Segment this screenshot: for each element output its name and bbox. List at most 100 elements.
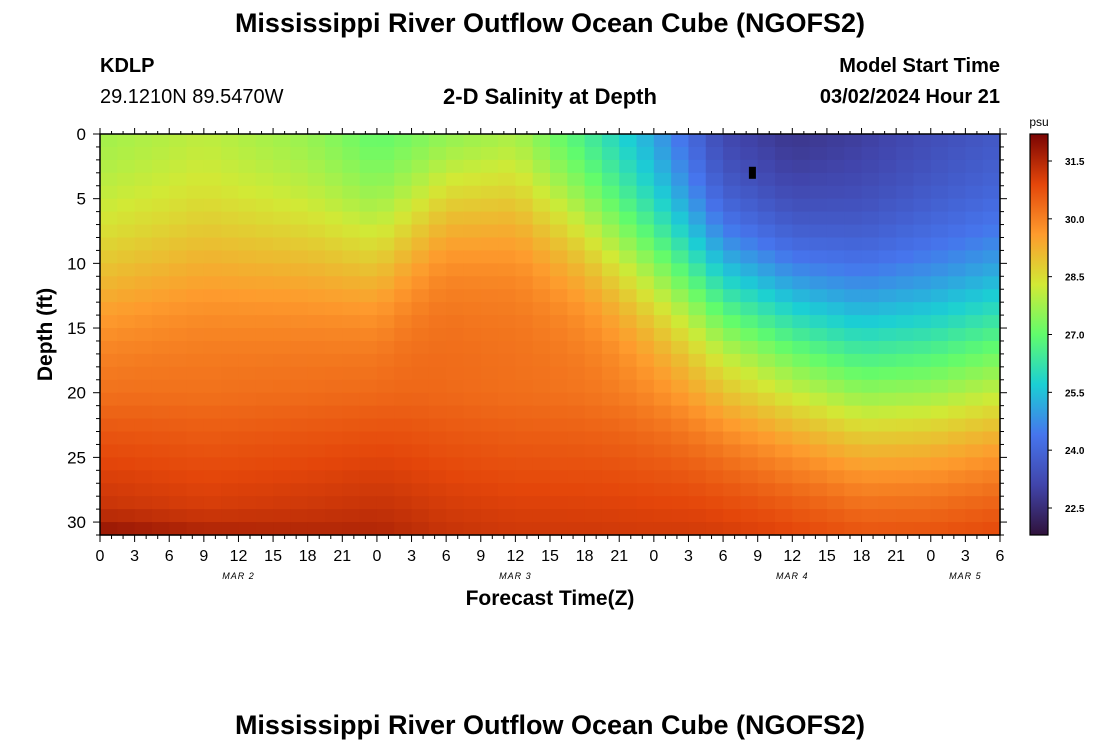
heatmap-cell [394, 159, 413, 174]
heatmap-cell [117, 509, 136, 523]
heatmap-cell [480, 185, 499, 200]
heatmap-cell [601, 457, 620, 471]
heatmap-cell [688, 483, 707, 497]
heatmap-cell [896, 470, 915, 484]
heatmap-cell [982, 522, 1001, 536]
heatmap-cell [203, 159, 222, 174]
heatmap-cell [376, 353, 395, 368]
heatmap-cell [861, 172, 880, 187]
heatmap-cell [221, 211, 240, 226]
heatmap-cell [186, 392, 205, 407]
heatmap-cell [705, 340, 724, 355]
heatmap-cell [134, 211, 153, 226]
heatmap-cell [515, 250, 534, 264]
heatmap-cell [861, 198, 880, 213]
heatmap-cell [671, 211, 690, 226]
heatmap-cell [186, 418, 205, 433]
heatmap-cell [151, 315, 170, 329]
heatmap-cell [394, 431, 413, 446]
heatmap-cell [307, 134, 326, 148]
heatmap-cell [515, 224, 534, 239]
heatmap-cell [117, 211, 136, 226]
heatmap-cell [653, 340, 672, 355]
heatmap-cell [325, 224, 343, 239]
heatmap-cell [463, 353, 482, 368]
heatmap-cell [238, 496, 257, 510]
heatmap-cell [515, 457, 534, 471]
heatmap-cell [221, 263, 240, 277]
heatmap-cell [428, 444, 447, 458]
heatmap-cell [723, 392, 741, 407]
heatmap-cell [550, 353, 568, 368]
heatmap-cell [117, 315, 136, 329]
heatmap-cell [896, 263, 915, 277]
heatmap-cell [965, 483, 984, 497]
heatmap-cell [844, 172, 863, 187]
heatmap-cell [636, 328, 655, 342]
heatmap-cell [723, 444, 741, 458]
heatmap-cell [446, 444, 465, 458]
heatmap-cell [930, 483, 949, 497]
heatmap-cell [826, 353, 845, 368]
heatmap-cell [948, 185, 966, 200]
heatmap-cell [705, 418, 724, 433]
heatmap-cell [203, 198, 222, 213]
heatmap-cell [342, 392, 361, 407]
heatmap-cells [100, 134, 1001, 536]
heatmap-cell [515, 146, 534, 161]
heatmap-cell [273, 289, 291, 303]
heatmap-cell [463, 522, 482, 536]
heatmap-cell [653, 379, 672, 394]
heatmap-cell [550, 198, 568, 213]
heatmap-cell [134, 379, 153, 394]
heatmap-cell [930, 340, 949, 355]
heatmap-cell [740, 198, 759, 213]
heatmap-cell [757, 418, 776, 433]
heatmap-cell [567, 392, 586, 407]
heatmap-cell [480, 237, 499, 252]
heatmap-cell [255, 134, 274, 148]
heatmap-cell [221, 457, 240, 471]
heatmap-cell [117, 405, 136, 420]
heatmap-cell [757, 185, 776, 200]
heatmap-cell [705, 315, 724, 329]
heatmap-cell [896, 483, 915, 497]
heatmap-cell [169, 185, 188, 200]
heatmap-cell [359, 379, 378, 394]
heatmap-cell [428, 392, 447, 407]
heatmap-cell [134, 172, 153, 187]
heatmap-cell [498, 289, 516, 303]
heatmap-cell [342, 379, 361, 394]
heatmap-cell [619, 237, 638, 252]
heatmap-cell [792, 237, 811, 252]
heatmap-cell [792, 263, 811, 277]
heatmap-cell [480, 159, 499, 174]
heatmap-cell [463, 224, 482, 239]
heatmap-cell [688, 522, 707, 536]
heatmap-cell [376, 496, 395, 510]
heatmap-cell [550, 328, 568, 342]
heatmap-cell [567, 379, 586, 394]
heatmap-cell [411, 315, 430, 329]
heatmap-cell [117, 172, 136, 187]
heatmap-cell [671, 522, 690, 536]
heatmap-cell [255, 315, 274, 329]
heatmap-cell [688, 418, 707, 433]
heatmap-cell [169, 353, 188, 368]
heatmap-cell [584, 159, 603, 174]
heatmap-cell [826, 134, 845, 148]
heatmap-cell [896, 172, 915, 187]
heatmap-cell [290, 263, 309, 277]
heatmap-cell [982, 392, 1001, 407]
heatmap-cell [636, 289, 655, 303]
heatmap-cell [428, 185, 447, 200]
heatmap-cell [688, 405, 707, 420]
heatmap-cell [134, 392, 153, 407]
heatmap-cell [325, 431, 343, 446]
heatmap-cell [446, 159, 465, 174]
heatmap-cell [446, 405, 465, 420]
heatmap-cell [151, 366, 170, 381]
heatmap-cell [480, 211, 499, 226]
heatmap-cell [290, 431, 309, 446]
heatmap-cell [151, 263, 170, 277]
